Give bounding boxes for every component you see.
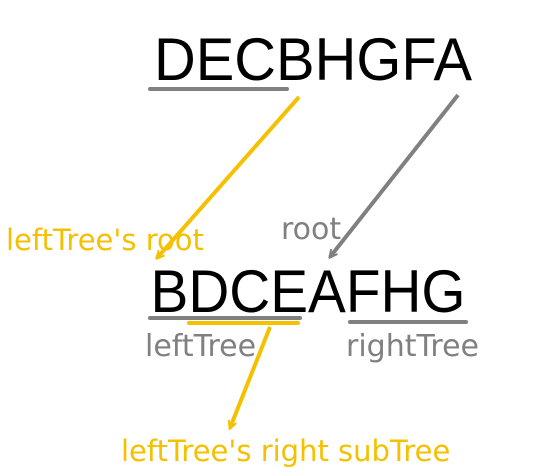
root-label: root <box>281 212 341 247</box>
postorder-sequence: DECBHGFA <box>154 26 472 93</box>
root-arrow <box>330 93 460 257</box>
right-tree-label: rightTree <box>346 329 479 364</box>
left-tree-root-label: leftTree's root <box>6 223 204 257</box>
left-tree-right-subtree-arrow <box>230 326 272 428</box>
left-tree-root-arrow <box>157 95 301 258</box>
left-tree-label: leftTree <box>145 329 256 364</box>
left-tree-right-subtree-label: leftTree's right subTree <box>121 434 450 468</box>
inorder-sequence: BDCEAFHG <box>151 258 466 325</box>
